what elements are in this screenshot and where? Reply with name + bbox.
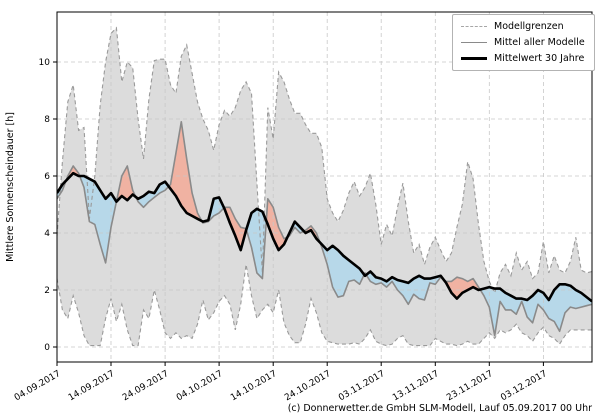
legend-item-modellgrenzen: Modellgrenzen (461, 20, 585, 33)
y-tick-label: 4 (44, 229, 50, 239)
y-axis-label: Mittlere Sonnenscheindauer [h] (5, 112, 16, 262)
model-range-band (57, 27, 592, 346)
legend-item-mittelwert-30-jahre: Mittelwert 30 Jahre (461, 52, 585, 65)
x-tick-label: 04.09.2017 (13, 369, 63, 403)
x-tick-label: 04.10.2017 (175, 369, 225, 403)
x-tick-label: 23.11.2017 (445, 369, 495, 403)
x-tick-label: 03.12.2017 (499, 369, 549, 403)
gray-line-icon (461, 42, 487, 43)
model-range-upper-edge (57, 26, 592, 295)
y-tick-label: 2 (44, 286, 50, 296)
mean30-path (57, 171, 592, 303)
model-range-edges (57, 26, 592, 347)
x-tick-label: 24.10.2017 (283, 369, 333, 403)
legend-label: Modellgrenzen (494, 21, 564, 32)
model-mean-path (57, 121, 592, 337)
x-axis-tick-labels: 04.09.2017 14.09.2017 24.09.2017 04.10.2017… (13, 369, 549, 403)
y-tick-label: 0 (44, 343, 50, 353)
y-axis-tick-labels: 0 2 4 6 8 10 (39, 58, 51, 353)
model-range-lower-edge (57, 264, 592, 347)
model-range-area (57, 27, 592, 346)
legend: Modellgrenzen Mittel aller Modelle Mitte… (452, 14, 595, 71)
legend-item-mittel-aller-modelle: Mittel aller Modelle (461, 36, 585, 49)
y-tick-label: 8 (44, 115, 50, 125)
x-tick-label: 14.10.2017 (229, 369, 279, 403)
x-tick-label: 03.11.2017 (337, 369, 387, 403)
legend-label: Mittelwert 30 Jahre (494, 53, 585, 64)
y-tick-label: 6 (44, 172, 50, 182)
dashed-line-icon (461, 26, 487, 27)
x-tick-label: 13.11.2017 (391, 369, 441, 403)
footer-credit: (c) Donnerwetter.de GmbH SLM-Modell, Lau… (288, 403, 592, 414)
x-tick-label: 24.09.2017 (121, 369, 171, 403)
mean30-line (57, 171, 592, 303)
model-mean-line (57, 121, 592, 337)
x-tick-label: 14.09.2017 (67, 369, 117, 403)
y-tick-label: 10 (39, 58, 51, 68)
axis-ticks (53, 61, 544, 366)
legend-label: Mittel aller Modelle (494, 37, 585, 48)
black-line-icon (461, 57, 487, 60)
plot-border (56, 11, 593, 363)
